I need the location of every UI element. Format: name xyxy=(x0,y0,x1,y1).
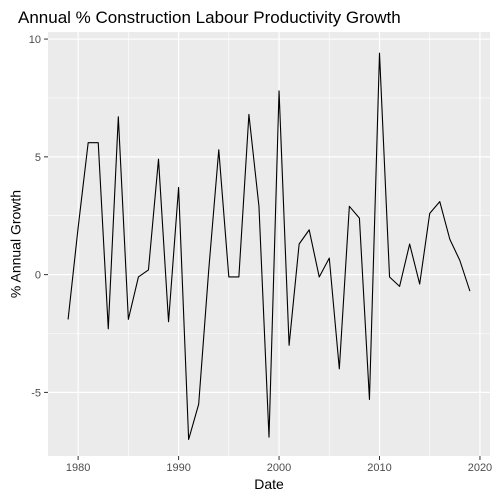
x-tick-label: 2000 xyxy=(267,462,291,474)
y-tick-label: -5 xyxy=(31,387,41,399)
x-tick-label: 2020 xyxy=(468,462,492,474)
y-tick-label: 5 xyxy=(35,152,41,164)
y-tick-label: 0 xyxy=(35,270,41,282)
chart-title: Annual % Construction Labour Productivit… xyxy=(18,8,401,27)
series-layer xyxy=(67,52,471,441)
y-tick-label: 10 xyxy=(29,34,41,46)
series-line xyxy=(67,52,471,441)
x-tick-label: 1990 xyxy=(166,462,190,474)
grid-major xyxy=(48,32,490,456)
x-tick-label: 2010 xyxy=(367,462,391,474)
grid-minor xyxy=(48,32,490,456)
tick-labels: 1980 1990 2000 2010 2020 -5 0 5 10 xyxy=(29,34,492,474)
y-axis-title: % Annual Growth xyxy=(8,190,24,298)
x-axis-title: Date xyxy=(254,476,284,492)
x-tick-label: 1980 xyxy=(66,462,90,474)
plot-panel xyxy=(48,32,490,456)
axis-ticks xyxy=(44,38,481,460)
